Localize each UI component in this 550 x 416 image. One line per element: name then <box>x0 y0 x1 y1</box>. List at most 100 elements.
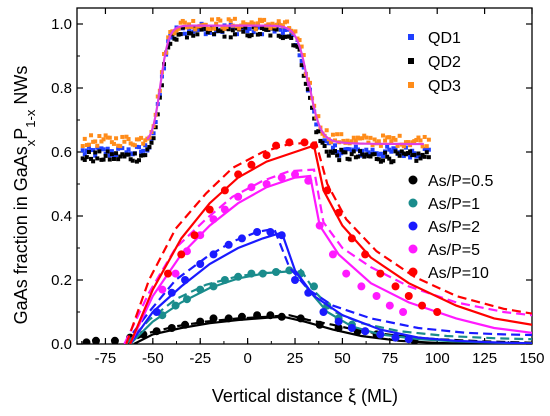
data-point-as-p-10 <box>404 292 413 300</box>
data-point-as-p-0-5 <box>224 314 233 323</box>
x-tick-label: 50 <box>334 350 351 367</box>
data-point-as-p-5 <box>357 282 366 291</box>
data-point-as-p-5 <box>247 183 256 192</box>
qd-point-qd2 <box>343 150 348 155</box>
qd-point-qd3 <box>339 132 344 137</box>
qd-point-qd1 <box>151 131 156 136</box>
qd-point-qd3 <box>410 140 415 145</box>
qd-point-qd1 <box>360 148 365 153</box>
qd-point-qd2 <box>399 149 404 154</box>
data-point-as-p-0-5 <box>237 312 246 321</box>
qd-point-qd1 <box>182 31 187 36</box>
data-point-as-p-2 <box>304 288 313 297</box>
data-point-as-p-1 <box>196 285 205 294</box>
qd-point-qd3 <box>214 21 219 26</box>
qd-point-qd3 <box>89 133 94 138</box>
legend-marker-as-p-1 <box>408 198 418 208</box>
qd-point-qd1 <box>401 154 406 159</box>
legend-label-qd2: QD2 <box>428 54 461 71</box>
qd-point-qd2 <box>337 158 342 163</box>
qd-point-qd3 <box>226 17 231 22</box>
qd-point-qd2 <box>314 130 319 135</box>
qd-point-qd2 <box>272 26 277 31</box>
data-point-as-p-2 <box>376 330 385 339</box>
data-point-as-p-5 <box>262 180 271 188</box>
qd-point-qd3 <box>172 31 177 36</box>
qd-point-qd1 <box>355 147 360 152</box>
qd-point-qd2 <box>418 156 423 161</box>
qd-point-qd1 <box>364 147 369 152</box>
x-tick-label: 0 <box>243 350 251 367</box>
qd-point-qd3 <box>237 26 242 31</box>
qd-point-qd3 <box>416 135 421 140</box>
qd-point-qd2 <box>155 112 160 117</box>
qd-point-qd3 <box>266 22 271 27</box>
qd-point-qd1 <box>330 145 335 150</box>
qd-point-qd2 <box>191 33 196 38</box>
data-point-as-p-2 <box>181 276 190 284</box>
qd-fit-line <box>146 24 424 146</box>
data-point-as-p-5 <box>385 301 394 310</box>
qd-point-qd2 <box>180 25 185 30</box>
legend-marker-as-p-5 <box>408 244 418 254</box>
qd-point-qd3 <box>143 138 148 143</box>
qd-point-qd3 <box>130 142 135 147</box>
data-point-as-p-1 <box>220 276 229 284</box>
qd-point-qd3 <box>107 135 112 140</box>
qd-point-qd3 <box>345 138 350 143</box>
qd-point-qd2 <box>360 152 365 157</box>
qd-point-qd1 <box>297 53 302 58</box>
qd-point-qd3 <box>424 144 429 149</box>
qd-point-qd1 <box>335 149 340 154</box>
x-tick-label: 125 <box>472 350 497 367</box>
qd-point-qd1 <box>91 148 96 153</box>
x-tick-label: -75 <box>95 350 117 367</box>
qd-point-qd2 <box>410 153 415 158</box>
qd-point-qd3 <box>224 25 229 30</box>
qd-point-qd2 <box>143 153 148 158</box>
qd-point-qd2 <box>401 151 406 156</box>
legend-label-qd1: QD1 <box>428 30 461 47</box>
qd-point-qd2 <box>251 25 256 30</box>
qd-point-qd2 <box>383 150 388 155</box>
qd-point-qd1 <box>314 122 319 127</box>
x-axis-title: Vertical distance ξ (ML) <box>212 386 398 406</box>
qd-point-qd2 <box>203 26 208 31</box>
qd-point-qd3 <box>136 137 141 142</box>
data-point-as-p-5 <box>328 250 337 259</box>
data-point-as-p-0-5 <box>277 312 286 321</box>
qd-point-qd1 <box>285 27 290 32</box>
legend-marker-as-p-0-5 <box>408 175 418 185</box>
qd-point-qd3 <box>220 25 225 30</box>
qd-point-qd2 <box>395 151 400 156</box>
qd-point-qd2 <box>103 153 108 158</box>
data-point-as-p-10 <box>285 138 294 147</box>
qd-point-qd3 <box>412 139 417 144</box>
qd-point-qd1 <box>139 149 144 154</box>
legend-label-as-p-0-5: As/P=0.5 <box>428 173 493 190</box>
qd-point-qd1 <box>416 154 421 159</box>
data-point-as-p-2 <box>224 240 233 249</box>
qd-point-qd3 <box>128 141 133 146</box>
qd-point-qd1 <box>324 139 329 144</box>
data-point-as-p-5 <box>315 221 324 230</box>
qd-point-qd2 <box>268 33 273 38</box>
data-point-as-p-0-5 <box>167 324 176 332</box>
qd-point-qd2 <box>276 33 281 38</box>
qd-point-qd2 <box>228 35 233 40</box>
qd-point-qd2 <box>262 26 267 31</box>
qd-point-qd3 <box>364 135 369 140</box>
data-point-as-p-10 <box>376 269 385 278</box>
qd-point-qd1 <box>257 25 262 30</box>
qd-point-qd2 <box>101 157 106 162</box>
qd-point-qd3 <box>228 18 233 23</box>
qd-point-qd2 <box>426 155 431 160</box>
qd-point-qd1 <box>89 147 94 152</box>
qd-point-qd1 <box>389 149 394 154</box>
qd-point-qd2 <box>84 155 89 160</box>
qd-point-qd3 <box>216 17 221 22</box>
qd-point-qd1 <box>326 141 331 146</box>
qd-point-qd2 <box>416 151 421 156</box>
qd-point-qd1 <box>251 30 256 35</box>
